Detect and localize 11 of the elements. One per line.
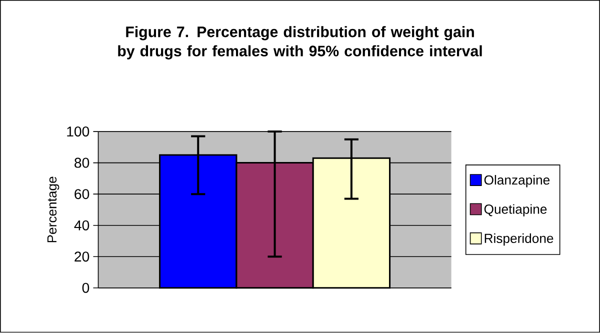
- legend-label: Quetiapine: [484, 204, 547, 217]
- y-tick-label: 60: [74, 189, 90, 200]
- y-axis-title: Percentage: [47, 176, 60, 242]
- legend-label: Risperidone: [484, 234, 554, 246]
- chart-title: Figure 7. Percentage distribution of weight gain by drugs for females with 95% confidence interval: [118, 26, 482, 60]
- y-tick-label: 40: [74, 220, 90, 231]
- legend-label: Olanzapine: [484, 175, 550, 188]
- y-tick-label: 0: [82, 283, 90, 294]
- y-tick-label: 100: [67, 126, 90, 137]
- y-tick-label: 20: [74, 252, 90, 262]
- y-tick-label: 80: [74, 158, 90, 168]
